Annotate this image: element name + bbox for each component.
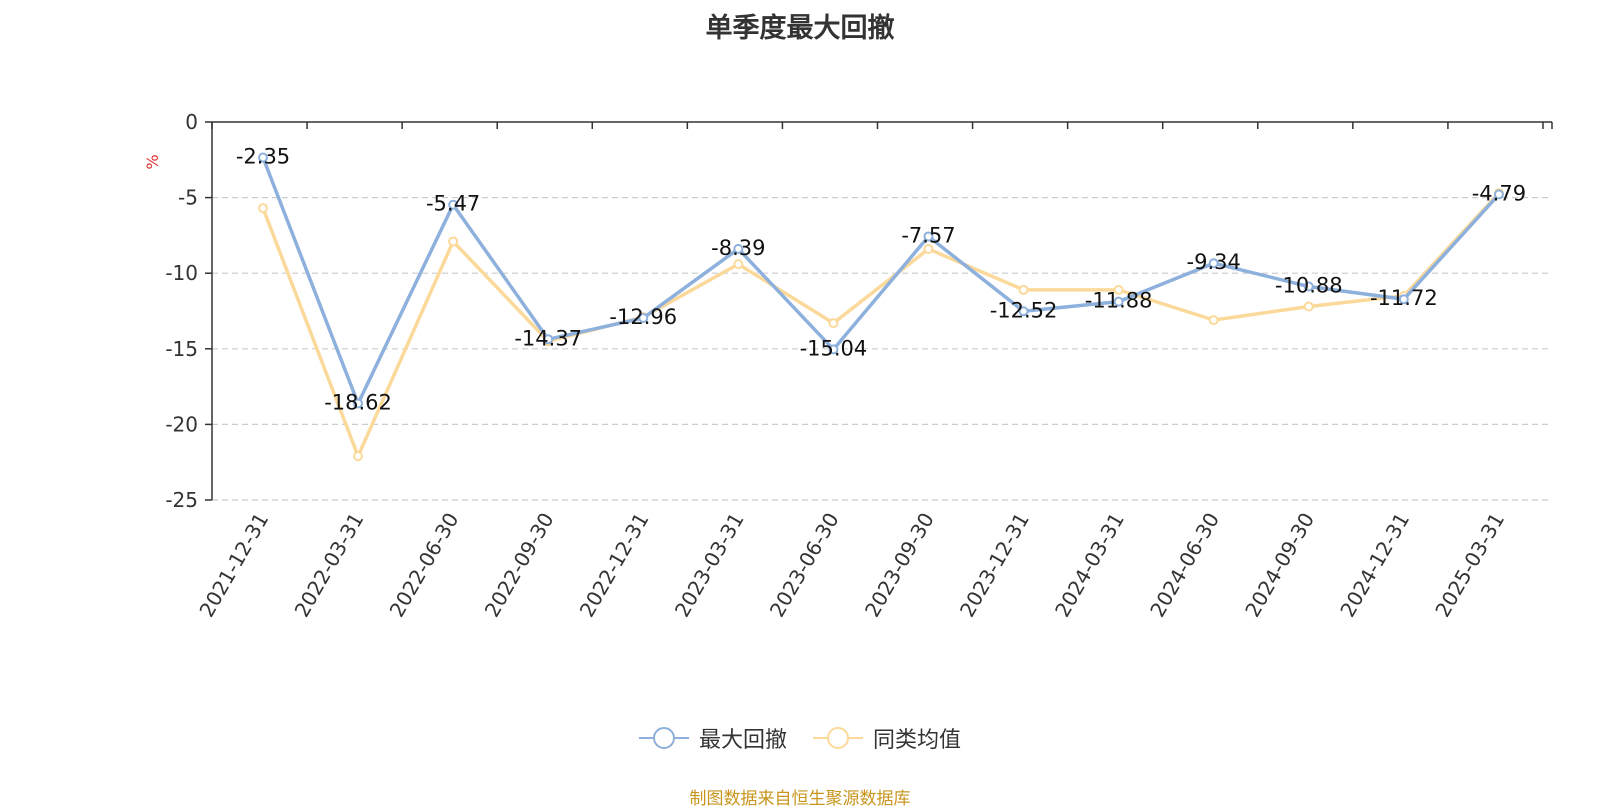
data-label: -11.88 (1085, 289, 1153, 313)
series-point (1303, 301, 1314, 312)
series-point (1018, 284, 1029, 295)
legend-item[interactable]: 同类均值 (813, 722, 961, 754)
data-label: -5.47 (426, 192, 480, 216)
series-point (733, 259, 744, 270)
series-point (258, 203, 268, 214)
x-tick-label: 2023-03-31 (670, 509, 749, 622)
x-tick-label: 2022-12-31 (575, 509, 654, 622)
series-point (448, 236, 459, 247)
y-tick-label: -10 (165, 261, 198, 285)
data-label: -12.96 (609, 305, 677, 329)
y-tick-label: -5 (178, 186, 198, 210)
x-tick-label: 2024-06-30 (1145, 509, 1224, 622)
series-point (1113, 296, 1124, 307)
series-point (353, 398, 364, 409)
axes: 0-5-10-15-20-25%2021-12-31 2022-03-31 2022… (143, 110, 1553, 622)
x-tick-label: 2023-06-30 (765, 509, 844, 622)
x-tick-label: 2025-03-31 (1430, 509, 1509, 622)
chart-title: 单季度最大回撤 (705, 13, 895, 44)
series-point (923, 244, 934, 255)
x-tick-label: 2024-09-30 (1240, 509, 1319, 622)
data-label: -18.62 (324, 391, 392, 415)
series-line (261, 156, 1501, 406)
data-label: -14.37 (514, 326, 582, 350)
x-tick-label: 2023-12-31 (955, 509, 1034, 622)
series-point (1398, 294, 1409, 305)
series-point (828, 344, 839, 355)
series-point (258, 152, 268, 163)
x-tick-label: 2022-09-30 (480, 509, 559, 622)
grid-lines (212, 197, 1552, 501)
y-tick-label: -20 (165, 412, 198, 436)
series-point (1208, 258, 1219, 269)
series-lines (258, 152, 1504, 462)
data-label: -8.39 (711, 236, 765, 260)
data-labels: -2.35 -18.62 -5.47 -14.37 -12.96 -8.39 -15.04 -… (236, 145, 1526, 415)
data-label: -4.79 (1472, 181, 1526, 205)
x-tick-label: 2021-12-31 (194, 509, 273, 622)
series-point (1208, 315, 1219, 326)
y-tick-label: -15 (165, 337, 198, 361)
legend-marker-icon (638, 727, 689, 749)
series-point (638, 312, 649, 323)
data-label: -9.34 (1187, 250, 1241, 274)
series-point (1493, 189, 1504, 200)
x-tick-label: 2022-06-30 (385, 509, 464, 622)
x-tick-label: 2022-03-31 (289, 509, 368, 622)
x-tick-label: 2024-12-31 (1335, 509, 1414, 622)
y-tick-label: 0 (185, 110, 198, 134)
legend-marker-icon (813, 727, 863, 749)
x-tick-label: 2024-03-31 (1050, 509, 1129, 622)
y-tick-label: -25 (165, 488, 198, 512)
series-line (261, 191, 1501, 458)
series-point (1303, 281, 1314, 292)
legend-item[interactable]: 最大回撤 (638, 722, 787, 754)
series-point (828, 318, 839, 329)
series-point (923, 231, 934, 242)
series-point (353, 451, 364, 462)
series-point (543, 334, 554, 345)
data-label: -12.52 (990, 298, 1058, 322)
series-point (733, 243, 744, 254)
legend-label: 最大回撤 (698, 728, 787, 753)
x-tick-label: 2023-09-30 (860, 509, 939, 622)
legend-label: 同类均值 (873, 728, 962, 753)
data-label: -15.04 (800, 336, 868, 360)
y-axis-unit-label: % (143, 154, 162, 169)
data-label: -11.72 (1370, 286, 1438, 310)
legend: 最大回撤 同类均值 (0, 722, 1600, 754)
data-label: -2.35 (236, 145, 290, 169)
series-point (448, 199, 459, 210)
series-point (1018, 306, 1029, 317)
source-note: 制图数据来自恒生聚源数据库 (689, 789, 911, 809)
data-label: -7.57 (901, 223, 955, 247)
data-label: -10.88 (1275, 274, 1343, 298)
series-point (1113, 284, 1124, 295)
